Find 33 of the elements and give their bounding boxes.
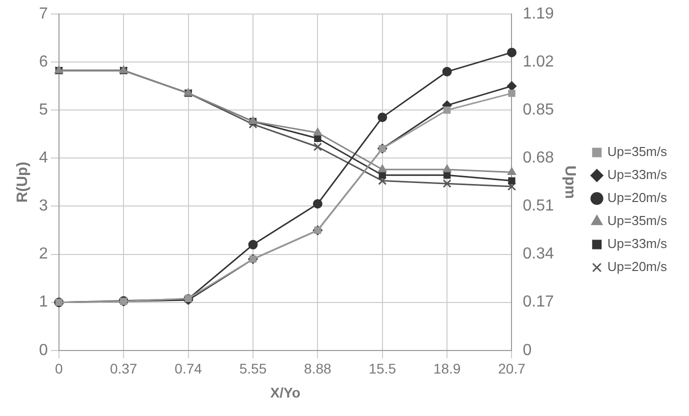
x-tick-label: 0 [55,360,63,377]
y2-tick-label: 0.17 [522,294,554,311]
legend-label: Up=35m/s [607,144,668,160]
x-tick-label: 0.37 [110,360,138,377]
x-tick-label: 20.7 [498,360,526,377]
y-tick-label: 2 [38,246,48,263]
y-tick-label: 3 [38,198,48,215]
y-tick-label: 6 [38,53,48,70]
y-tick-label: 5 [38,102,48,119]
legend-label: Up=33m/s [607,167,668,182]
y-tick-label: 1 [38,294,48,311]
legend-label: Up=20m/s [607,259,668,274]
x-tick-label: 8.88 [304,360,332,377]
x-tick-label: 5.55 [239,360,267,377]
legend-label: Up=20m/s [607,190,668,206]
x-tick-label: 15.5 [368,360,396,377]
y2-tick-label: 1.19 [522,5,554,22]
y-tick-label: 4 [38,150,48,167]
legend-label: Up=33m/s [607,236,668,252]
y2-axis-title: Upm [562,166,579,199]
y2-tick-label: 0.85 [522,102,554,119]
y-tick-label: 7 [38,5,48,22]
y2-tick-label: 0 [522,342,532,359]
x-tick-label: 18.9 [433,360,461,377]
y2-tick-label: 0.34 [522,246,554,263]
y2-tick-label: 1.02 [522,53,554,70]
legend-label: Up=35m/s [607,213,668,228]
y-axis-title: R(Up) [14,162,32,203]
y-tick-label: 0 [38,342,48,359]
y2-tick-label: 0.68 [522,150,554,167]
x-tick-label: 0.74 [174,360,202,377]
y2-tick-label: 0.51 [522,198,554,215]
x-axis-title: X/Yo [270,384,300,400]
